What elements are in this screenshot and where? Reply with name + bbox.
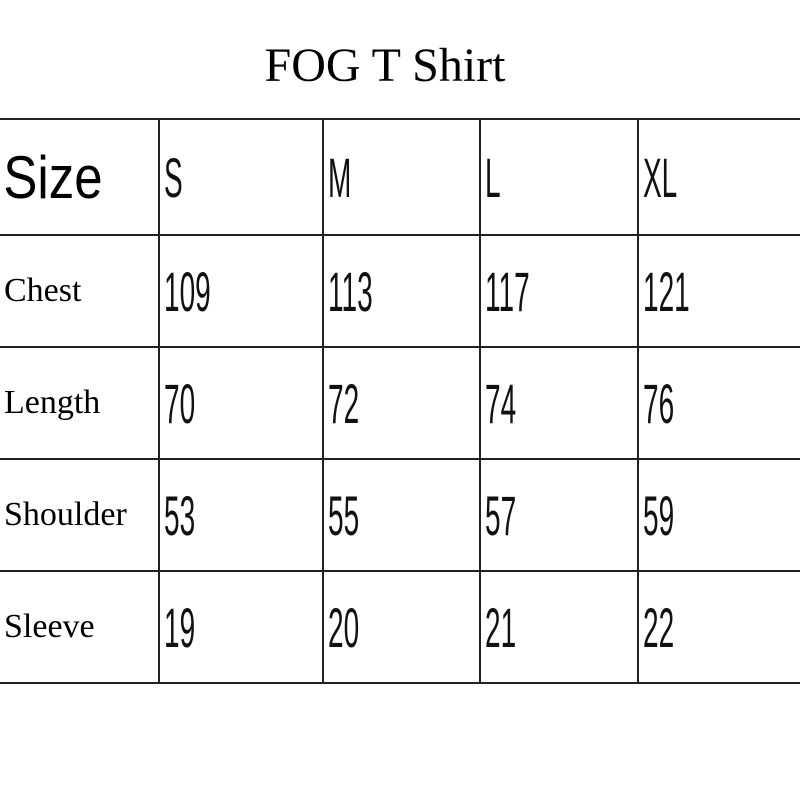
size-chart-table: Size S M L XL Chest 109 113 117 121 Length 70… [0, 118, 800, 684]
cell: 113 [328, 259, 373, 323]
cell: 117 [485, 259, 530, 323]
size-l: L [485, 145, 501, 209]
table-row: Shoulder 53 55 57 59 [0, 458, 800, 572]
page-title: FOG T Shirt [264, 39, 506, 92]
cell: 20 [328, 595, 360, 659]
cell: 19 [164, 595, 196, 659]
cell: 74 [485, 371, 517, 435]
cell: 121 [642, 259, 690, 323]
row-label: Chest [0, 234, 160, 348]
cell: 70 [164, 371, 196, 435]
table-row: Chest 109 113 117 121 [0, 234, 800, 348]
cell: 21 [485, 595, 517, 659]
cell: 22 [642, 595, 674, 659]
size-s: S [164, 145, 183, 209]
cell: 109 [164, 259, 211, 323]
size-xl: XL [642, 145, 677, 209]
cell: 72 [328, 371, 360, 435]
cell: 55 [328, 483, 360, 547]
table-row: Length 70 72 74 76 [0, 346, 800, 460]
cell: 76 [642, 371, 674, 435]
table-row: Sleeve 19 20 21 22 [0, 570, 800, 684]
cell: 59 [642, 483, 674, 547]
header-row: Size S M L XL [0, 118, 800, 236]
row-label: Length [0, 346, 160, 460]
row-label: Shoulder [0, 458, 160, 572]
cell: 53 [164, 483, 196, 547]
row-label: Sleeve [0, 570, 160, 684]
size-header: Size [0, 118, 137, 236]
cell: 57 [485, 483, 517, 547]
size-m: M [328, 145, 352, 209]
